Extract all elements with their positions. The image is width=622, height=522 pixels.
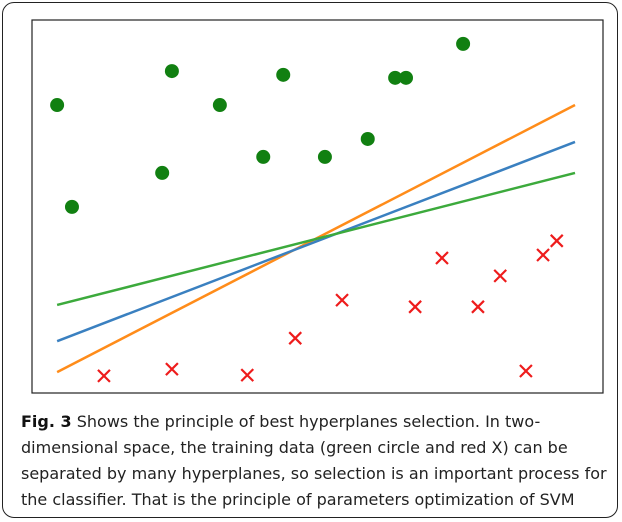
x-marker xyxy=(97,369,111,383)
hyperplane xyxy=(56,171,576,307)
circle-marker xyxy=(50,98,65,113)
hyperplane xyxy=(56,140,576,343)
x-marker xyxy=(165,362,179,376)
figure-panel: Fig. 3 Shows the principle of best hyper… xyxy=(2,2,618,518)
circle-marker xyxy=(256,149,271,164)
circle-marker xyxy=(456,36,471,51)
circle-marker xyxy=(212,98,227,113)
x-marker xyxy=(408,300,422,314)
circle-marker xyxy=(317,149,332,164)
x-marker xyxy=(435,251,449,265)
x-marker xyxy=(493,269,507,283)
circle-marker xyxy=(155,165,170,180)
circle-marker xyxy=(64,199,79,214)
x-marker xyxy=(536,248,550,262)
x-marker xyxy=(549,234,564,248)
circle-marker xyxy=(164,64,179,79)
circle-marker xyxy=(276,67,291,82)
caption: Fig. 3 Shows the principle of best hyper… xyxy=(21,409,611,513)
circle-marker xyxy=(388,70,403,85)
x-marker xyxy=(288,331,303,345)
x-marker xyxy=(471,300,485,314)
circle-marker xyxy=(399,70,414,85)
caption-text: Shows the principle of best hyperplanes … xyxy=(21,412,607,509)
plot-frame xyxy=(31,19,604,394)
caption-label: Fig. 3 xyxy=(21,412,72,431)
x-marker xyxy=(335,293,349,307)
x-marker xyxy=(240,368,255,382)
circle-marker xyxy=(360,131,375,146)
x-marker xyxy=(519,364,533,378)
